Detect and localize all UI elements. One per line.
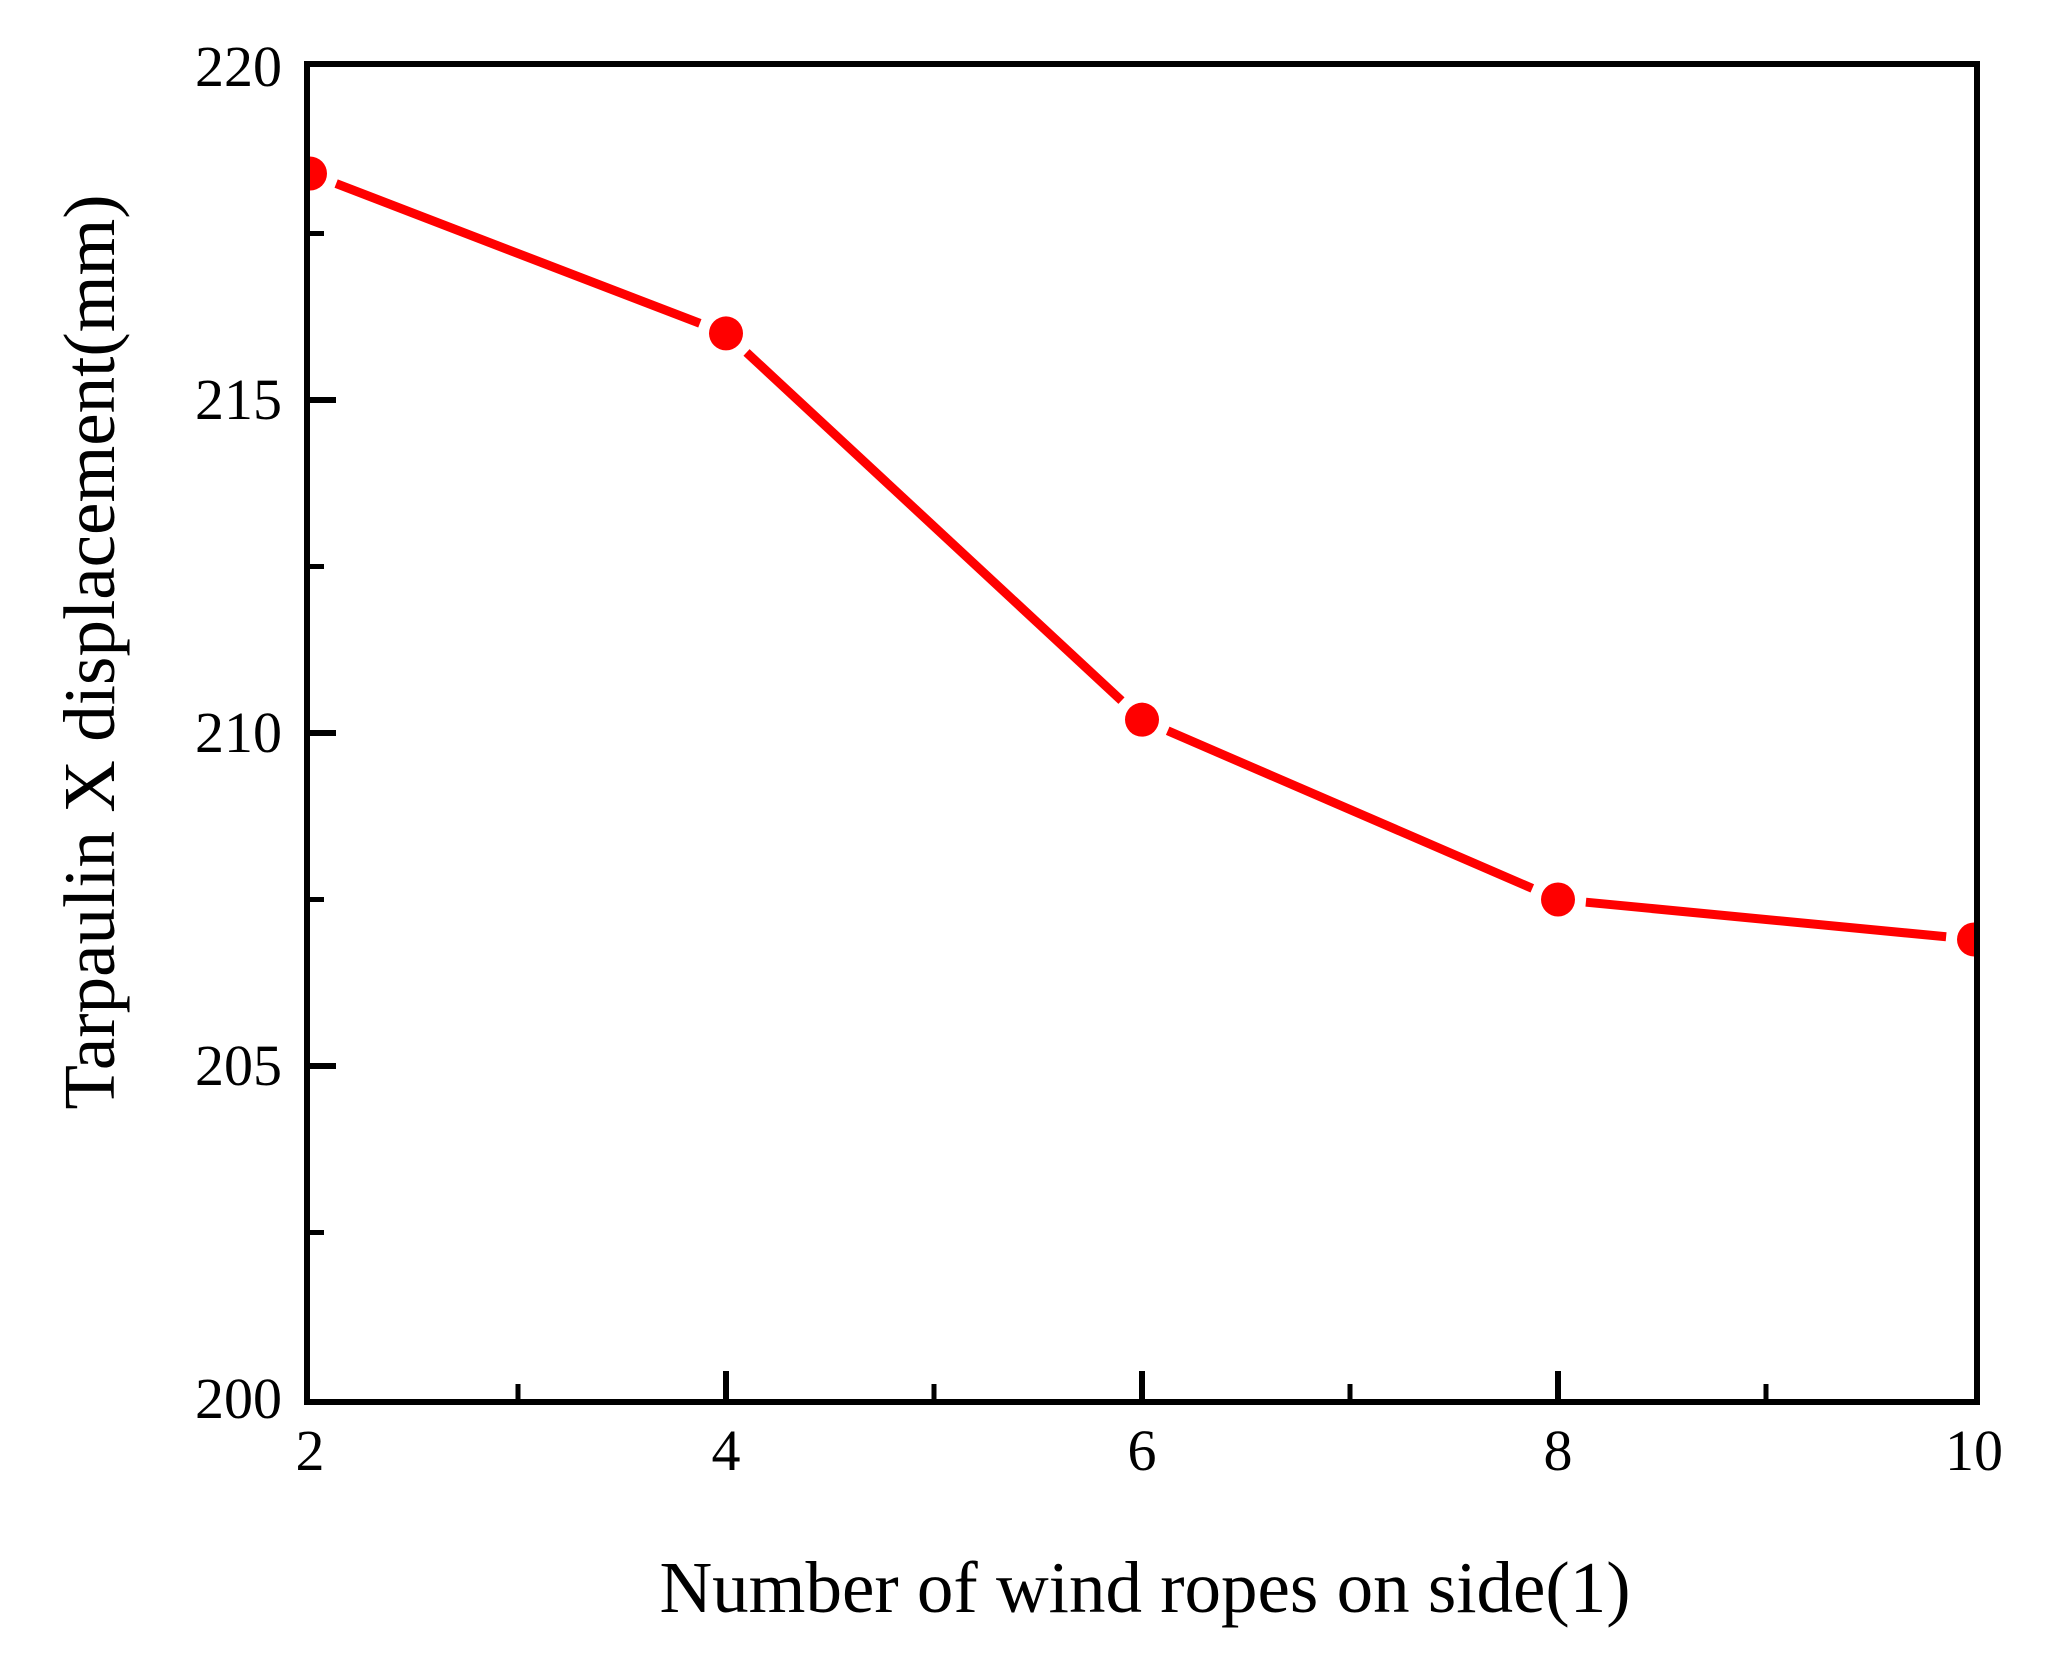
data-point-marker: [709, 316, 743, 351]
plot-area: [304, 61, 1980, 1405]
y-tick-label: 205: [195, 1033, 282, 1098]
y-tick-label: 210: [195, 700, 282, 765]
data-line: [334, 179, 1947, 942]
x-tick-label: 6: [1127, 1418, 1157, 1483]
line-segment: [1165, 726, 1535, 893]
y-tick-label: 220: [195, 34, 282, 99]
x-tick-label: 8: [1543, 1418, 1573, 1483]
x-tick-label: 2: [295, 1418, 325, 1483]
line-segment: [1585, 897, 1947, 942]
y-tick-label: 215: [195, 367, 282, 432]
y-axis-title: Tarpaulin X displacement(mm): [49, 194, 130, 1110]
data-markers: [310, 156, 1974, 957]
line-segment: [743, 349, 1125, 704]
data-point-marker: [1125, 702, 1159, 737]
line-segment: [334, 179, 702, 328]
x-axis-title: Number of wind ropes on side(1): [659, 1547, 1631, 1628]
chart-canvas: [310, 156, 1974, 1399]
x-axis-ticks: [515, 1371, 1769, 1399]
data-point-marker: [1957, 922, 1974, 957]
data-point-marker: [1541, 882, 1575, 917]
y-axis-ticks: [310, 231, 336, 1235]
data-point-marker: [310, 156, 327, 191]
x-tick-label: 4: [711, 1418, 741, 1483]
x-tick-label: 10: [1945, 1418, 2003, 1483]
y-tick-label: 200: [195, 1366, 282, 1431]
